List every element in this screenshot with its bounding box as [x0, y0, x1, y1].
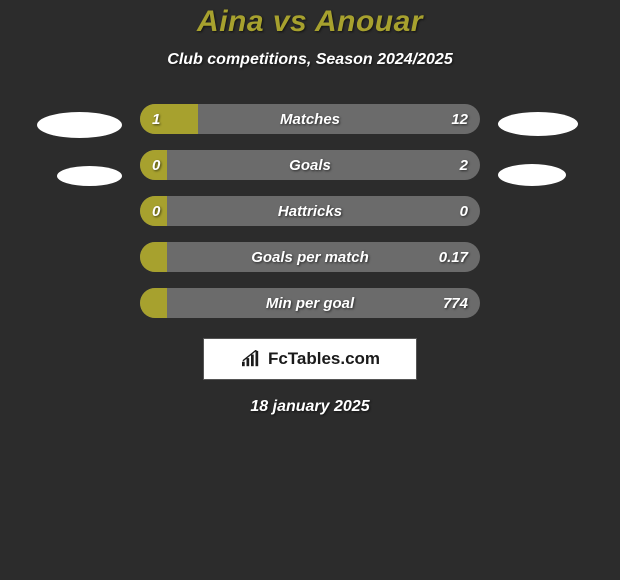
content-row: Matches112Goals02Hattricks00Goals per ma… — [0, 104, 620, 318]
stat-bar-right-value: 774 — [443, 288, 468, 318]
stat-bar-label: Min per goal — [140, 288, 480, 318]
stat-bar: Min per goal774 — [140, 288, 480, 318]
page-subtitle: Club competitions, Season 2024/2025 — [0, 51, 620, 69]
bars-icon — [240, 350, 262, 368]
stat-bar-label: Hattricks — [140, 196, 480, 226]
team-badge — [37, 112, 122, 138]
page-title: Aina vs Anouar — [0, 5, 620, 39]
stat-bar-right-value: 0 — [460, 196, 468, 226]
stat-bar-right-value: 2 — [460, 150, 468, 180]
stat-bar: Matches1 12 — [140, 104, 480, 134]
stat-bars-column: Matches112Goals02Hattricks00Goals per ma… — [140, 104, 480, 318]
brand-text: FcTables.com — [268, 349, 380, 369]
stat-bar-right-value: 0.17 — [439, 242, 468, 272]
stat-bar-left-value: 0 — [152, 150, 160, 180]
stat-bar: Goals0 2 — [140, 150, 480, 180]
team-badge — [57, 166, 122, 186]
comparison-infographic: Aina vs Anouar Club competitions, Season… — [0, 0, 620, 580]
right-badge-column — [498, 104, 593, 186]
date-text: 18 january 2025 — [0, 398, 620, 416]
stat-bar-right-value: 12 — [451, 104, 468, 134]
stat-bar-label: Matches — [140, 104, 480, 134]
stat-bar: Goals per match0.17 — [140, 242, 480, 272]
team-badge — [498, 164, 566, 186]
stat-bar: Hattricks0 0 — [140, 196, 480, 226]
stat-bar-left-value: 0 — [152, 196, 160, 226]
stat-bar-label: Goals per match — [140, 242, 480, 272]
stat-bar-left-value: 1 — [152, 104, 160, 134]
team-badge — [498, 112, 578, 136]
stat-bar-label: Goals — [140, 150, 480, 180]
left-badge-column — [27, 104, 122, 186]
brand-box: FcTables.com — [203, 338, 417, 380]
